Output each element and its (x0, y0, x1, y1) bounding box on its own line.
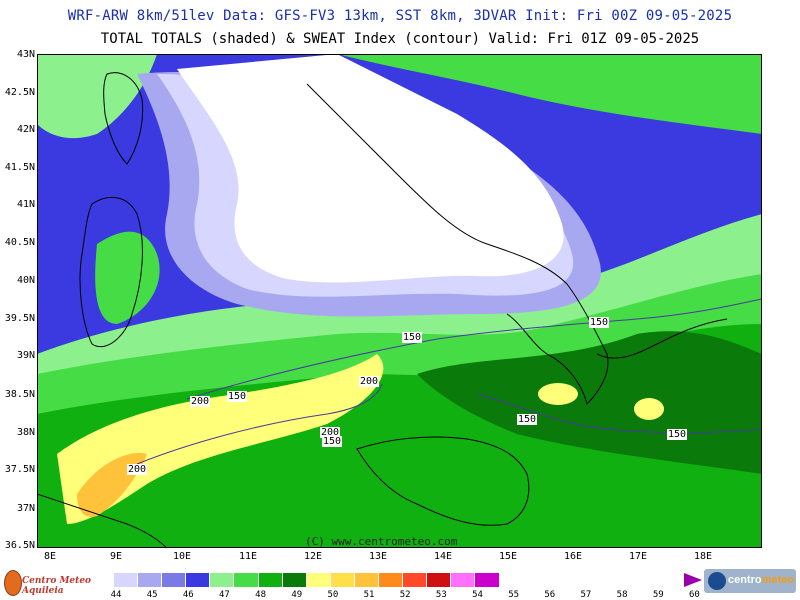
color-bar-swatch (114, 573, 139, 587)
title-line-1: WRF-ARW 8km/51lev Data: GFS-FV3 13km, SS… (67, 8, 733, 24)
coastline-sardinia (79, 196, 143, 348)
color-bar-label: 56 (544, 590, 556, 600)
lon-label: 12E (303, 551, 323, 562)
color-bar-swatch (162, 573, 187, 587)
color-bar-swatch (330, 573, 355, 587)
lon-label: 9E (109, 551, 123, 562)
color-bar-label: 58 (616, 590, 628, 600)
lat-label: 39N (16, 350, 35, 361)
color-bar-swatch (427, 573, 452, 587)
globe-icon (708, 572, 726, 590)
color-bar-swatch (210, 573, 235, 587)
contour-label: 200 (359, 376, 380, 387)
lat-label: 39.5N (4, 313, 35, 324)
color-bar-label: 50 (327, 590, 339, 600)
color-bar-swatch (306, 573, 331, 587)
contour-label: 200 (127, 464, 148, 475)
logo-right-text-b: meteo (761, 574, 795, 586)
lat-label: 36.5N (4, 540, 35, 551)
color-bar-label: 53 (435, 590, 447, 600)
lon-label: 18E (693, 551, 713, 562)
color-bar-swatch (282, 573, 307, 587)
field-white (177, 54, 564, 283)
lon-label: 16E (563, 551, 583, 562)
lon-label: 14E (433, 551, 453, 562)
color-bar-label: 47 (219, 590, 230, 600)
contour-label: 150 (227, 391, 248, 402)
coastline-sicily (356, 436, 530, 526)
color-bar-swatch (403, 573, 428, 587)
color-bar (114, 573, 500, 587)
lon-label: 11E (238, 551, 258, 562)
contour-label: 150 (517, 414, 538, 425)
lat-label: 42.5N (4, 87, 35, 98)
colorbar-arrow-icon (684, 573, 702, 587)
color-bar-label: 54 (472, 590, 483, 600)
coastline-corsica (103, 72, 144, 165)
color-bar-swatch (354, 573, 380, 587)
color-bar-label: 55 (508, 590, 520, 600)
color-bar-swatch (379, 573, 404, 587)
copyright-credit: (C) www.centrometeo.com (305, 535, 458, 548)
map-svg (37, 54, 762, 548)
logo-left-text: Centro Meteo Aquileia (22, 576, 92, 596)
field-yellow-calabria (538, 383, 578, 405)
lon-label: 10E (172, 551, 192, 562)
contour-label: 150 (322, 436, 343, 447)
lat-label: 38.5N (4, 389, 35, 400)
color-bar-label: 51 (363, 590, 375, 600)
title-line-2: TOTAL TOTALS (shaded) & SWEAT Index (con… (100, 31, 700, 47)
contour-label: 200 (190, 396, 211, 407)
color-bar-label: 57 (580, 590, 592, 600)
color-bar-label: 60 (688, 590, 700, 600)
color-bar-swatch (258, 573, 283, 587)
lon-label: 17E (628, 551, 648, 562)
field-yellow-west (57, 354, 384, 524)
lon-label: 15E (498, 551, 518, 562)
field-green-north (337, 54, 762, 134)
centrometeo-logo: centrometeo (704, 569, 796, 593)
coastline-italy (306, 83, 728, 405)
sweat-contour-150-b (476, 393, 762, 434)
color-bar-label: 52 (399, 590, 411, 600)
contour-label: 150 (667, 429, 688, 440)
color-bar-label: 44 (110, 590, 122, 600)
field-green-sardinia (95, 231, 160, 324)
color-bar-swatch (475, 573, 500, 587)
lat-label: 41.5N (4, 162, 35, 173)
lon-label: 13E (368, 551, 388, 562)
color-bar-label: 45 (146, 590, 158, 600)
contour-label: 150 (589, 317, 610, 328)
lon-label: 8E (43, 551, 57, 562)
lat-label: 40N (16, 275, 35, 286)
sweat-contour-150-a (186, 298, 762, 400)
lat-label: 41N (16, 199, 35, 210)
lat-label: 37.5N (4, 464, 35, 475)
contour-label: 200 (320, 427, 341, 438)
field-green-north-west (37, 54, 157, 139)
lat-label: 38N (16, 427, 35, 438)
contour-label: 150 (402, 332, 423, 343)
color-bar-swatch (186, 573, 211, 587)
centro-meteo-aquileia-logo: Centro Meteo Aquileia (2, 567, 112, 597)
color-bar-swatch (138, 573, 163, 587)
color-bar-label: 46 (182, 590, 194, 600)
color-bar-swatch (451, 573, 476, 587)
lat-label: 40.5N (4, 237, 35, 248)
logo-right-text: centrometeo (728, 574, 794, 586)
lat-label: 37N (16, 503, 35, 514)
logo-right-text-a: centro (728, 574, 762, 586)
field-yellow-east (634, 398, 664, 420)
color-bar-label: 49 (291, 590, 303, 600)
lat-label: 42N (16, 124, 35, 135)
color-bar-swatch (234, 573, 259, 587)
coastline-tunisia (37, 493, 168, 548)
color-bar-label: 48 (255, 590, 267, 600)
color-bar-label: 59 (652, 590, 664, 600)
logo-badge-icon (4, 570, 22, 596)
lat-label: 43N (16, 49, 35, 60)
sweat-contour-200-a (136, 383, 383, 465)
forecast-map: 150 150 200 150 200 200 150 150 200 150 (37, 54, 762, 548)
